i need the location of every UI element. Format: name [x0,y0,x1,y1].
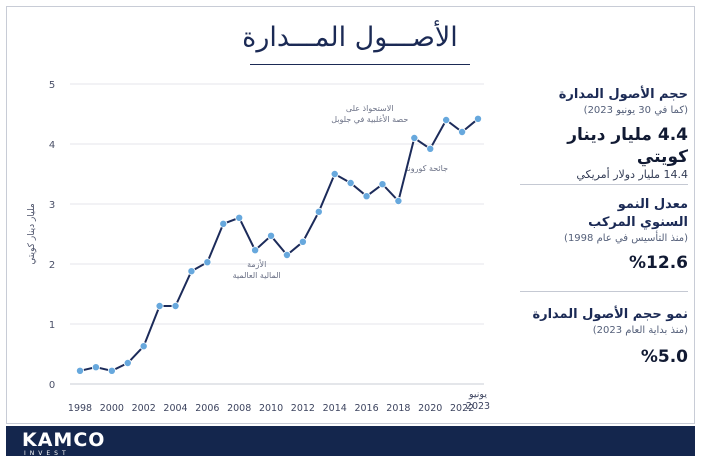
x-tick-label: 2006 [195,403,219,414]
y-axis-label: مليار دينار كويتي [27,203,37,264]
x-tick-label: 2002 [132,403,156,414]
slide-frame [6,6,695,424]
cagr-panel: معدل النمو السنوي المركب (منذ التأسيس في… [520,196,688,274]
kamco-logo: KAMCO [22,429,106,451]
chart-annotation: الاستحواذ على حصة الأغلبية في جلوبل [331,104,408,124]
data-point [203,258,212,267]
divider [520,184,688,185]
page-title: الأصـــول المـــدارة [242,22,458,53]
data-point [426,144,435,153]
footer-bar [6,426,695,456]
kamco-logo-sub: INVEST [24,450,70,457]
x-tick-label: 2012 [291,403,315,414]
data-point [442,116,451,125]
y-tick-label: 5 [49,80,55,91]
x-tick-label: 2020 [418,403,442,414]
x-tick-label: 2018 [386,403,410,414]
data-point [251,246,260,255]
data-point [123,358,132,367]
data-point [298,237,307,246]
growth-panel: نمو حجم الأصول المدارة (منذ بداية العام … [520,306,688,368]
data-point [473,114,482,123]
cagr-label-1: معدل النمو [617,197,688,212]
y-tick-label: 4 [49,140,55,151]
x-tick-label: 2016 [354,403,378,414]
x-tick-label: 1998 [68,403,92,414]
aum-usd: 14.4 مليار دولار أمريكي [576,168,688,181]
data-point [362,192,371,201]
y-tick-label: 2 [49,260,55,271]
data-point [187,267,196,276]
data-point [139,342,148,351]
series-line [79,118,479,372]
data-point [155,301,164,310]
y-tick-label: 1 [49,320,55,331]
cagr-value: %12.6 [629,253,688,273]
data-point [219,219,228,228]
x-tick-label: 2004 [163,403,187,414]
data-point [282,250,291,259]
chart-annotation: جائحة كورونا [406,164,448,173]
title-underline [250,64,470,65]
x-tick-label: 2008 [227,403,251,414]
aum-date: (كما في 30 يونيو 2023) [583,105,688,116]
divider [520,291,688,292]
data-point [107,366,116,375]
x-tick-label: يونيو 2023 [466,389,490,412]
growth-sub: (منذ بداية العام 2023) [592,325,688,336]
growth-value: %5.0 [640,347,688,367]
y-tick-label: 0 [49,380,55,391]
aum-panel: حجم الأصول المدارة (كما في 30 يونيو 2023… [520,86,688,182]
data-point [91,363,100,372]
data-point [171,301,180,310]
cagr-label-2: السنوي المركب [588,215,688,230]
x-tick-label: 2000 [100,403,124,414]
growth-label: نمو حجم الأصول المدارة [532,307,688,322]
x-tick-label: 2014 [323,403,347,414]
aum-value: 4.4 مليار دينار كويتي [567,125,688,167]
data-point [378,180,387,189]
data-point [458,127,467,136]
data-point [235,213,244,222]
x-tick-label: 2022 [450,403,474,414]
data-point [314,207,323,216]
data-point [394,196,403,205]
cagr-sub: (منذ التأسيس في عام 1998) [564,233,688,244]
data-point [346,178,355,187]
data-point [76,366,85,375]
data-point [267,231,276,240]
data-point [330,169,339,178]
chart-annotation: الأزمة المالية العالمية [233,259,281,280]
x-tick-label: 2010 [259,403,283,414]
aum-label: حجم الأصول المدارة [558,87,688,102]
data-point [410,133,419,142]
y-tick-label: 3 [49,200,55,211]
